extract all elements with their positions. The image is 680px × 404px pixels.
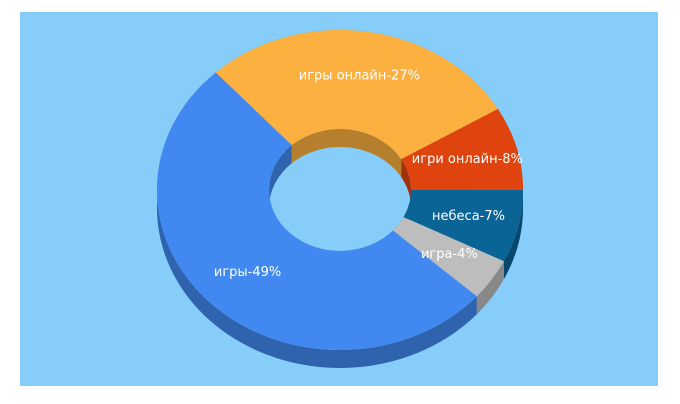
slice-inner-wall (291, 129, 402, 178)
slice (393, 217, 504, 297)
slice (215, 30, 498, 160)
slice (156, 72, 477, 351)
data-label: игры-49% (214, 265, 281, 280)
slice (403, 189, 523, 262)
slice-outer-wall (476, 261, 504, 315)
data-label: игры онлайн-27% (299, 68, 420, 83)
data-label: игра-4% (421, 247, 478, 262)
data-label: небеса-7% (432, 209, 505, 224)
slice-inner-wall (401, 159, 411, 208)
slice (401, 109, 523, 190)
data-label: игри онлайн-8% (412, 152, 523, 167)
slice-outer-wall (503, 189, 523, 280)
